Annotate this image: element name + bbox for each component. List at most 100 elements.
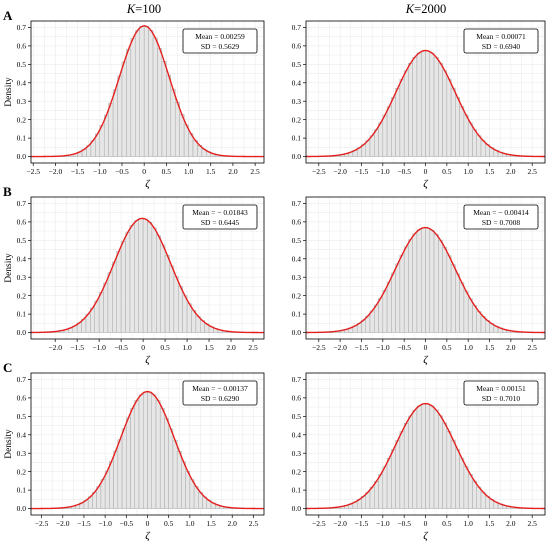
histogram-bar xyxy=(378,297,384,333)
histogram-bar xyxy=(429,52,435,157)
y-tick-label: 0.3 xyxy=(292,97,302,106)
histogram-bar xyxy=(374,129,379,157)
histogram-bar xyxy=(408,239,413,333)
histogram-bar xyxy=(408,62,413,157)
histogram-bar xyxy=(159,408,165,509)
x-tick-label: −1.0 xyxy=(376,167,390,176)
histogram-bar xyxy=(130,407,136,509)
y-tick-label: 0.1 xyxy=(292,134,302,143)
histogram-bar xyxy=(382,290,388,333)
x-tick-label: 1.5 xyxy=(204,343,214,352)
histogram-bar xyxy=(403,70,409,157)
histogram-bars xyxy=(46,218,258,333)
y-tick-label: 0.0 xyxy=(292,152,302,161)
column-title-left-rest: =100 xyxy=(135,2,161,16)
histogram-bar xyxy=(438,62,443,157)
y-tick-label: 0.4 xyxy=(17,78,27,87)
panel-c-left: 0.0 0.1 0.2 0.3 0.4 0.5 0.6 0.7 −2.5 −2.0 −1.5 −1.0… xyxy=(4,372,265,542)
histogram-bar xyxy=(467,474,473,509)
y-tick-label: 0.1 xyxy=(17,310,27,319)
column-title-right-var: K xyxy=(405,2,415,16)
y-tick-label: 0.0 xyxy=(17,328,27,337)
x-tick-label: −0.5 xyxy=(397,519,411,528)
y-tick-label: 0.1 xyxy=(292,310,302,319)
stats-mean: Mean = 0.00151 xyxy=(476,384,526,393)
histogram-bar xyxy=(420,227,426,333)
panel-border xyxy=(30,20,265,164)
histogram-bar xyxy=(476,311,482,333)
histogram-bar xyxy=(189,479,195,509)
column-title-right: K=2000 xyxy=(405,2,446,16)
histogram-bar xyxy=(112,89,118,157)
x-tick-label: −0.5 xyxy=(397,167,411,176)
y-tick-label: 0.4 xyxy=(292,254,302,263)
histogram-bar xyxy=(126,48,132,157)
histogram-bar xyxy=(107,272,113,333)
y-tick-label: 0.6 xyxy=(17,217,27,226)
histogram-bar xyxy=(467,122,473,157)
y-tick-label: 0.4 xyxy=(292,78,302,87)
x-tick-label: 2.5 xyxy=(528,343,538,352)
histogram-bar xyxy=(450,264,456,333)
histogram-bar xyxy=(168,428,174,509)
histogram-bar xyxy=(455,97,460,157)
histogram-bar xyxy=(181,461,186,509)
y-tick-label: 0.2 xyxy=(292,291,302,300)
row-label-a: A xyxy=(3,8,13,23)
panels: 0.0 0.1 0.2 0.3 0.4 0.5 0.6 0.7 −2.5 −2.0 −1.5 −1.0… xyxy=(4,20,546,542)
histogram-bar xyxy=(382,114,388,157)
x-tick-label: 2.0 xyxy=(228,167,238,176)
y-tick-label: 0.5 xyxy=(292,412,302,421)
x-tick-label: −2.0 xyxy=(48,343,62,352)
x-tick-label: −0.5 xyxy=(120,519,134,528)
histogram-bar xyxy=(433,56,439,157)
histogram-bars xyxy=(305,50,546,157)
x-tick-label: −1.0 xyxy=(93,167,107,176)
histogram-bar xyxy=(450,87,456,157)
histogram-bar xyxy=(425,50,431,157)
histogram-bar xyxy=(151,394,157,509)
histogram-bar xyxy=(155,400,161,509)
histogram-bar xyxy=(472,129,477,157)
histogram-bar xyxy=(476,486,482,509)
density-curve xyxy=(305,402,546,510)
histogram-bar xyxy=(429,405,435,509)
density-curve xyxy=(305,226,545,334)
y-tick-label: 0.7 xyxy=(17,23,27,32)
histogram-bar xyxy=(438,239,443,333)
x-tick-label: 1.5 xyxy=(206,519,216,528)
x-tick-label: 0 xyxy=(146,519,150,528)
x-tick-label: 2.5 xyxy=(528,167,538,176)
row-label-b: B xyxy=(3,184,12,199)
y-tick-label: 0.5 xyxy=(17,412,27,421)
histogram-bar xyxy=(433,409,439,509)
histogram-bar xyxy=(446,78,452,157)
stats-sd: SD = 0.6445 xyxy=(201,218,239,227)
panel-border xyxy=(30,196,265,340)
x-tick-label: −2.5 xyxy=(312,519,326,528)
x-tick-label: −2.0 xyxy=(49,167,63,176)
histogram-bar xyxy=(121,61,127,157)
x-tick-label: 0.5 xyxy=(162,167,172,176)
y-tick-label: 0.3 xyxy=(17,273,27,282)
histogram-bar xyxy=(100,479,106,509)
histogram-bar xyxy=(395,87,401,157)
histogram-bar xyxy=(374,481,379,509)
x-tick-label: −2.0 xyxy=(56,519,70,528)
histogram-bar xyxy=(104,470,110,509)
histogram-bar xyxy=(382,466,388,509)
x-tick-label: −1.0 xyxy=(376,519,390,528)
x-axis-label: ζ xyxy=(423,354,429,366)
histogram-bar xyxy=(116,251,122,333)
histogram-bar xyxy=(412,233,418,333)
histogram-bar xyxy=(156,235,161,333)
x-axis-label: ζ xyxy=(145,178,151,190)
histogram-bar xyxy=(425,403,431,509)
y-tick-label: 0.6 xyxy=(292,393,302,402)
stats-mean: Mean = 0.00071 xyxy=(476,32,526,41)
stats-mean: Mean = − 0.01843 xyxy=(192,208,248,217)
